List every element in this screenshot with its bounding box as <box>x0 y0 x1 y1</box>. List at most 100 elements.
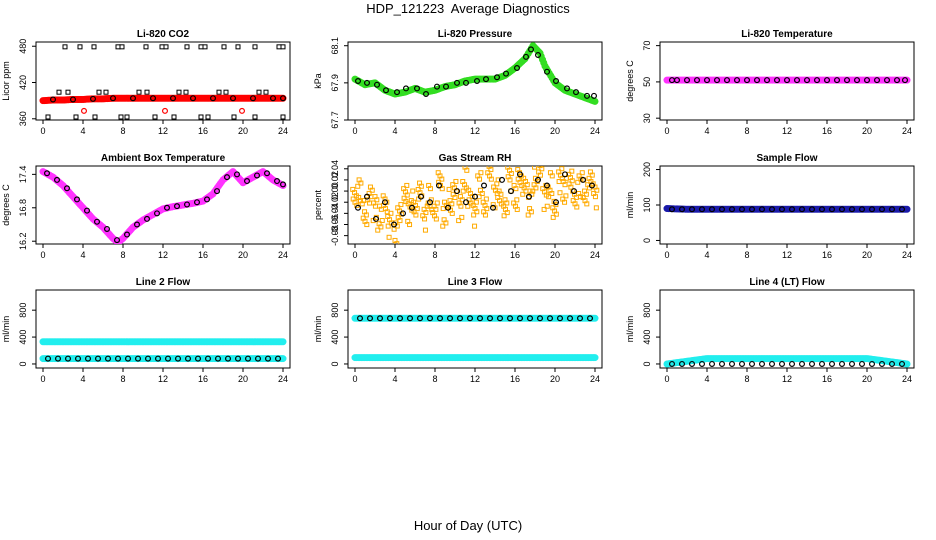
data-point <box>230 95 237 102</box>
series-raw-low <box>351 354 599 362</box>
data-point <box>738 206 745 213</box>
data-point <box>418 183 424 189</box>
panel-title: Line 4 (LT) Flow <box>749 277 825 288</box>
data-point <box>494 74 501 81</box>
data-point <box>422 216 428 222</box>
data-point <box>594 187 600 193</box>
data-point <box>544 203 550 209</box>
data-point <box>195 355 202 362</box>
x-tick-label: 12 <box>158 250 168 260</box>
data-point <box>190 95 197 102</box>
y-tick-label: 16.8 <box>18 199 28 217</box>
data-point <box>397 218 403 224</box>
data-point <box>501 213 507 219</box>
data-point <box>64 355 71 362</box>
data-point <box>803 77 810 84</box>
y-tick-label: 16.2 <box>18 232 28 250</box>
x-tick-label: 12 <box>470 250 480 260</box>
panel-title: Line 2 Flow <box>136 277 191 288</box>
x-tick-label: 0 <box>664 126 669 136</box>
x-tick-label: 20 <box>550 374 560 384</box>
data-point <box>73 196 80 203</box>
data-point <box>569 178 575 184</box>
data-point <box>387 315 394 322</box>
data-point <box>472 193 479 200</box>
data-point <box>577 194 583 200</box>
y-tick-label: 0 <box>18 361 28 366</box>
data-point <box>452 194 458 200</box>
data-point <box>873 77 880 84</box>
data-point <box>878 206 885 213</box>
data-point <box>474 209 480 215</box>
x-tick-label: 8 <box>744 250 749 260</box>
x-tick-label: 24 <box>278 126 288 136</box>
data-point <box>588 182 595 189</box>
data-point <box>868 360 875 367</box>
data-point <box>888 360 895 367</box>
data-point <box>364 79 371 86</box>
y-tick-label: 100 <box>642 197 652 212</box>
data-point <box>798 206 805 213</box>
data-point <box>433 206 439 212</box>
x-tick-label: 4 <box>392 374 397 384</box>
data-point <box>514 206 520 212</box>
x-tick-label: 12 <box>470 374 480 384</box>
data-point <box>204 196 211 203</box>
data-point <box>513 186 519 192</box>
data-point <box>863 77 870 84</box>
series-ambient-mean <box>49 95 287 103</box>
data-point <box>427 315 434 322</box>
plot-area <box>663 355 911 368</box>
data-point <box>91 44 97 50</box>
data-point <box>683 77 690 84</box>
data-point <box>893 77 900 84</box>
data-point <box>572 89 579 96</box>
data-point <box>184 44 190 50</box>
series-cal-low <box>45 114 286 120</box>
x-tick-label: 4 <box>704 374 709 384</box>
data-point <box>534 51 541 58</box>
data-point <box>373 215 380 222</box>
data-point <box>481 182 488 189</box>
data-point <box>439 186 445 192</box>
data-point <box>748 360 755 367</box>
data-point <box>113 237 120 244</box>
data-point <box>364 193 371 200</box>
data-point <box>103 225 110 232</box>
data-point <box>80 107 87 114</box>
data-point <box>367 315 374 322</box>
x-tick-label: 24 <box>590 126 600 136</box>
x-tick-label: 8 <box>120 374 125 384</box>
x-tick-label: 20 <box>862 126 872 136</box>
data-point <box>708 360 715 367</box>
data-point <box>279 338 287 346</box>
data-point <box>888 206 895 213</box>
plot-area <box>39 338 287 363</box>
y-tick-label: 0.02 <box>330 171 340 189</box>
x-tick-label: 12 <box>782 250 792 260</box>
x-tick-label: 16 <box>198 126 208 136</box>
x-tick-label: 20 <box>550 126 560 136</box>
y-tick-label: 30 <box>642 113 652 123</box>
data-point <box>499 176 506 183</box>
data-point <box>359 201 365 207</box>
data-point <box>250 95 257 102</box>
data-point <box>400 210 407 217</box>
data-point <box>528 209 534 215</box>
y-tick-label: 70 <box>642 41 652 51</box>
data-point <box>738 360 745 367</box>
data-point <box>454 188 461 195</box>
data-point <box>525 212 531 218</box>
data-point <box>254 172 261 179</box>
x-tick-label: 16 <box>510 250 520 260</box>
data-point <box>483 196 489 202</box>
data-point <box>583 191 589 197</box>
series-mean <box>355 171 595 228</box>
data-point <box>83 207 90 214</box>
data-point <box>527 46 534 53</box>
data-point <box>552 199 559 206</box>
x-tick-label: 20 <box>238 126 248 136</box>
data-point <box>718 360 725 367</box>
data-point <box>280 44 286 50</box>
data-point <box>115 44 121 50</box>
